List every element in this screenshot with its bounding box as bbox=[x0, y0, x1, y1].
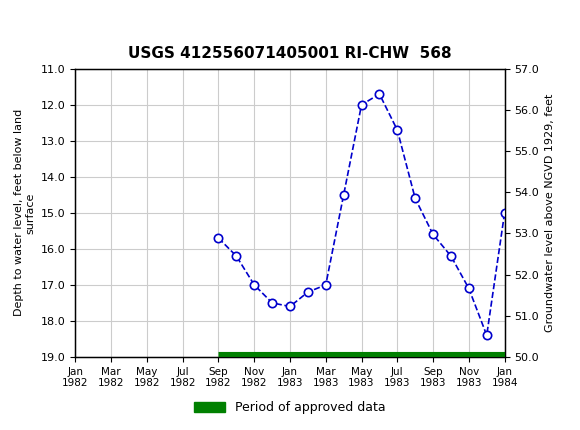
Legend: Period of approved data: Period of approved data bbox=[189, 396, 391, 419]
Text: ≋USGS: ≋USGS bbox=[6, 13, 82, 32]
Y-axis label: Groundwater level above NGVD 1929, feet: Groundwater level above NGVD 1929, feet bbox=[545, 94, 554, 332]
Y-axis label: Depth to water level, feet below land
surface: Depth to water level, feet below land su… bbox=[14, 109, 35, 316]
Title: USGS 412556071405001 RI-CHW  568: USGS 412556071405001 RI-CHW 568 bbox=[128, 46, 452, 61]
